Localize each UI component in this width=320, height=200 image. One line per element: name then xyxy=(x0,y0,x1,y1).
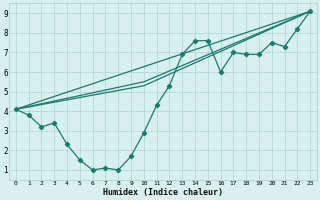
X-axis label: Humidex (Indice chaleur): Humidex (Indice chaleur) xyxy=(103,188,223,197)
